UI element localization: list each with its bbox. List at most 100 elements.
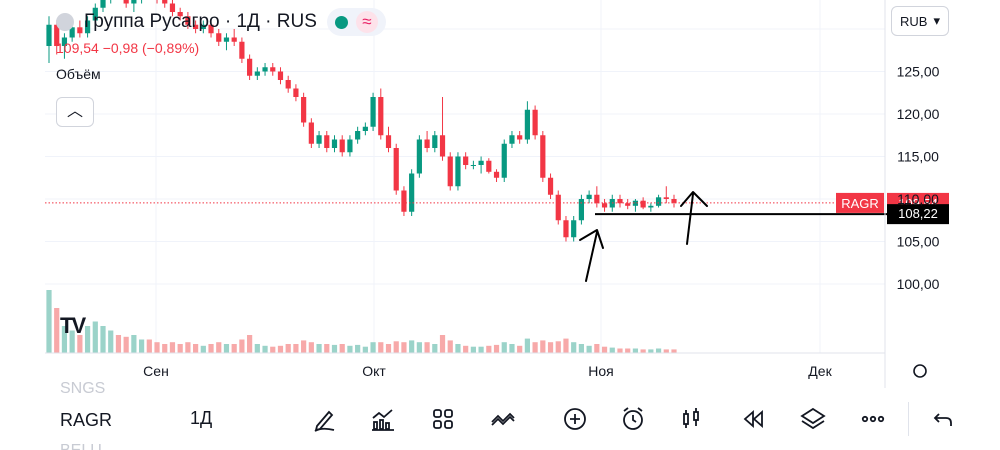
volume-bar: [655, 348, 662, 353]
candle-body: [231, 37, 237, 42]
indicators-icon[interactable]: [368, 404, 398, 434]
candle-body: [547, 177, 554, 195]
grid-lines: [45, 0, 885, 353]
price-lines: RAGR 109,54: [45, 192, 949, 213]
symbol-selector[interactable]: RAGR: [60, 410, 113, 430]
annotations: 108,22: [579, 191, 949, 282]
volume-bar: [324, 344, 330, 353]
candle-body: [447, 156, 453, 187]
volume-bar: [239, 339, 245, 353]
candle-body: [331, 139, 338, 148]
candle-body: [439, 135, 446, 157]
add-icon[interactable]: [560, 404, 590, 434]
candle-body: [617, 199, 623, 204]
candle-body: [162, 0, 168, 4]
candle-body: [308, 122, 314, 144]
candle-body: [555, 194, 561, 221]
candle-body: [185, 16, 191, 25]
status-pill[interactable]: ≈: [326, 8, 386, 36]
volume-bar: [185, 342, 191, 353]
volume-bar: [138, 339, 145, 353]
candle-body: [355, 131, 361, 140]
volume-bar: [316, 344, 322, 353]
volume-bar: [100, 326, 106, 353]
candle-body: [193, 24, 199, 29]
chart-title[interactable]: Группа Русагро · 1Д · RUS: [84, 11, 317, 32]
candle-body: [478, 160, 484, 165]
volume-bar: [223, 344, 230, 353]
candle-body: [254, 71, 260, 76]
volume-bar: [162, 344, 168, 353]
volume-bar: [401, 342, 407, 353]
volume-bar: [301, 340, 307, 353]
volume-bar: [231, 344, 237, 353]
candle-body: [632, 200, 639, 206]
candle-body: [247, 58, 253, 76]
replay-icon[interactable]: [738, 404, 768, 434]
next-symbol[interactable]: BELU: [60, 442, 102, 450]
pencil-icon[interactable]: [310, 404, 340, 434]
volume-bar: [632, 348, 639, 353]
interval-selector[interactable]: 1Д: [190, 408, 213, 428]
settings-gear-icon: [913, 364, 927, 378]
candle-body: [293, 88, 299, 97]
candle-body: [578, 199, 585, 221]
volume-label[interactable]: Объём: [56, 66, 101, 82]
candle-body: [393, 148, 399, 191]
candle-body: [424, 139, 430, 148]
volume-bar: [478, 346, 484, 353]
candle-body: [362, 126, 368, 131]
toolbar-divider: [908, 402, 909, 436]
volume-bar: [493, 344, 500, 353]
volume-bar: [617, 348, 623, 353]
prev-symbol[interactable]: SNGS: [60, 380, 106, 397]
candle-body: [501, 143, 507, 178]
candle-body: [54, 24, 60, 46]
volume-bar: [262, 345, 268, 353]
y-tick-label: 100,00: [897, 276, 940, 292]
volume-bar: [177, 344, 183, 353]
candle-body: [378, 97, 384, 136]
candle-body: [285, 80, 291, 89]
alert-icon[interactable]: [618, 404, 648, 434]
volume-bar: [501, 342, 507, 353]
axes: 130,00125,00120,00115,00110,00105,00100,…: [45, 0, 940, 388]
volume-bar: [54, 308, 60, 353]
volume-bar: [524, 338, 530, 353]
candle-body: [77, 27, 83, 34]
candle-body: [401, 190, 407, 212]
volume-bar: [270, 346, 276, 353]
candle-body: [432, 135, 438, 148]
volume-bar: [115, 335, 122, 353]
volume-bar: [385, 344, 392, 353]
volume-bar: [92, 321, 98, 353]
y-tick-label: 125,00: [897, 64, 940, 80]
collapse-legend-button[interactable]: ︿: [56, 97, 94, 127]
currency-select[interactable]: RUB ▾: [891, 6, 949, 36]
volume-bar: [84, 326, 91, 353]
back-icon[interactable]: [928, 404, 958, 434]
volume-bar: [432, 344, 438, 353]
volume-bar: [169, 342, 176, 353]
volume-bar: [409, 340, 415, 353]
volume-bar: [571, 342, 577, 353]
volume-bar: [123, 336, 129, 353]
candle-body: [208, 24, 214, 34]
volume-bar: [355, 344, 361, 353]
volume-bar: [586, 345, 592, 353]
volume-bar: [509, 344, 515, 353]
candle-body: [655, 197, 662, 206]
arrow-up-left-head: [579, 229, 604, 249]
volume-bar: [146, 339, 152, 353]
candle-body: [347, 139, 353, 153]
compare-icon[interactable]: [488, 404, 518, 434]
chart-type-icon[interactable]: [676, 404, 706, 434]
layout-icon[interactable]: [428, 404, 458, 434]
chevron-up-icon: ︿: [66, 103, 83, 120]
volume-bar: [594, 344, 600, 353]
data-delay-icon: ≈: [355, 11, 378, 33]
candle-body: [563, 220, 569, 238]
more-icon[interactable]: [858, 404, 888, 434]
layers-icon[interactable]: [798, 404, 828, 434]
